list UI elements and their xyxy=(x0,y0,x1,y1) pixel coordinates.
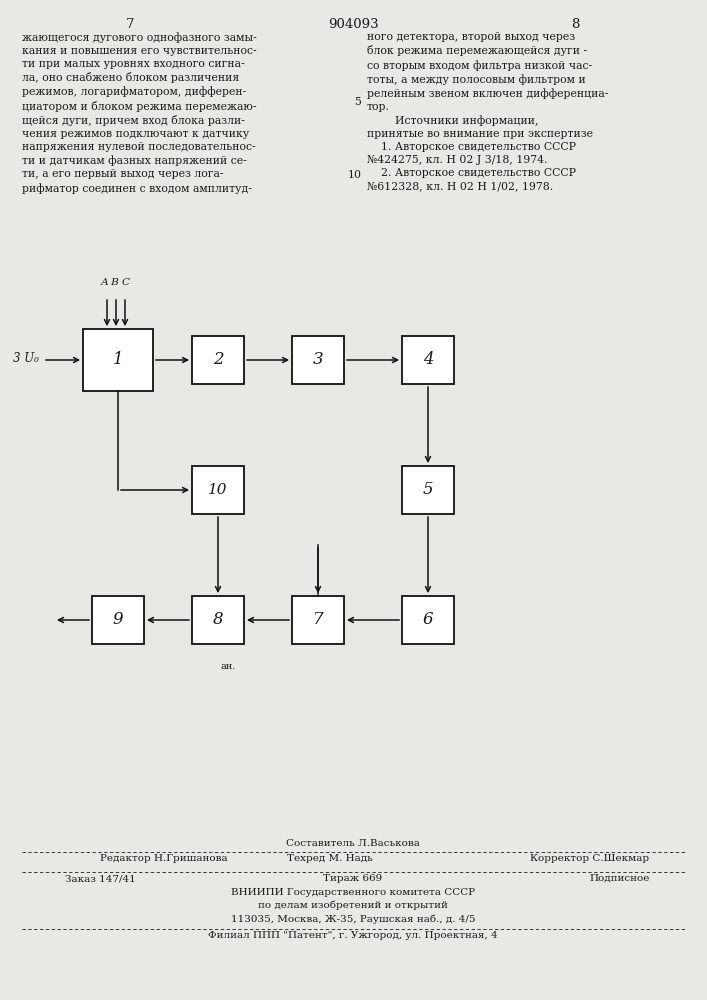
Text: Корректор С.Шекмар: Корректор С.Шекмар xyxy=(530,854,650,863)
Bar xyxy=(292,336,344,384)
Text: 2: 2 xyxy=(213,352,223,368)
Bar xyxy=(402,336,454,384)
Text: 1: 1 xyxy=(112,352,123,368)
Text: 3: 3 xyxy=(312,352,323,368)
Text: А В С: А В С xyxy=(101,278,131,287)
Text: Составитель Л.Васькова: Составитель Л.Васькова xyxy=(286,839,420,848)
Text: ан.: ан. xyxy=(221,662,235,671)
Text: 8: 8 xyxy=(571,18,579,31)
Text: 904093: 904093 xyxy=(327,18,378,31)
Text: жающегося дугового однофазного замы-
кания и повышения его чувствительнос-
ти пр: жающегося дугового однофазного замы- кан… xyxy=(22,32,257,194)
Text: по делам изобретений и открытий: по делам изобретений и открытий xyxy=(258,901,448,910)
Text: 6: 6 xyxy=(423,611,433,629)
Text: Подписное: Подписное xyxy=(590,874,650,883)
Text: 5: 5 xyxy=(355,97,361,107)
Text: 113035, Москва, Ж-35, Раушская наб., д. 4/5: 113035, Москва, Ж-35, Раушская наб., д. … xyxy=(230,914,475,924)
Text: 9: 9 xyxy=(112,611,123,629)
Text: 7: 7 xyxy=(126,18,134,31)
Text: Редактор Н.Гришанова: Редактор Н.Гришанова xyxy=(100,854,228,863)
Text: 4: 4 xyxy=(423,352,433,368)
Text: Тираж 669: Тираж 669 xyxy=(323,874,382,883)
Text: 10: 10 xyxy=(348,170,362,180)
Bar xyxy=(83,329,153,391)
Bar xyxy=(192,336,244,384)
Bar xyxy=(292,596,344,644)
Text: ВНИИПИ Государственного комитета СССР: ВНИИПИ Государственного комитета СССР xyxy=(231,888,475,897)
Text: Заказ 147/41: Заказ 147/41 xyxy=(65,874,136,883)
Text: 8: 8 xyxy=(213,611,223,629)
Text: ного детектора, второй выход через
блок режима перемежающейся дуги -
со вторым в: ного детектора, второй выход через блок … xyxy=(367,32,609,191)
Bar xyxy=(192,466,244,514)
Text: 3 U₀: 3 U₀ xyxy=(13,353,39,365)
Bar xyxy=(92,596,144,644)
Text: Филиал ППП "Патент", г. Ужгород, ул. Проектная, 4: Филиал ППП "Патент", г. Ужгород, ул. Про… xyxy=(208,931,498,940)
Text: Техред М. Надь: Техред М. Надь xyxy=(287,854,373,863)
Bar xyxy=(402,466,454,514)
Bar xyxy=(402,596,454,644)
Text: 7: 7 xyxy=(312,611,323,629)
Text: 10: 10 xyxy=(209,483,228,497)
Text: 5: 5 xyxy=(423,482,433,498)
Bar xyxy=(192,596,244,644)
